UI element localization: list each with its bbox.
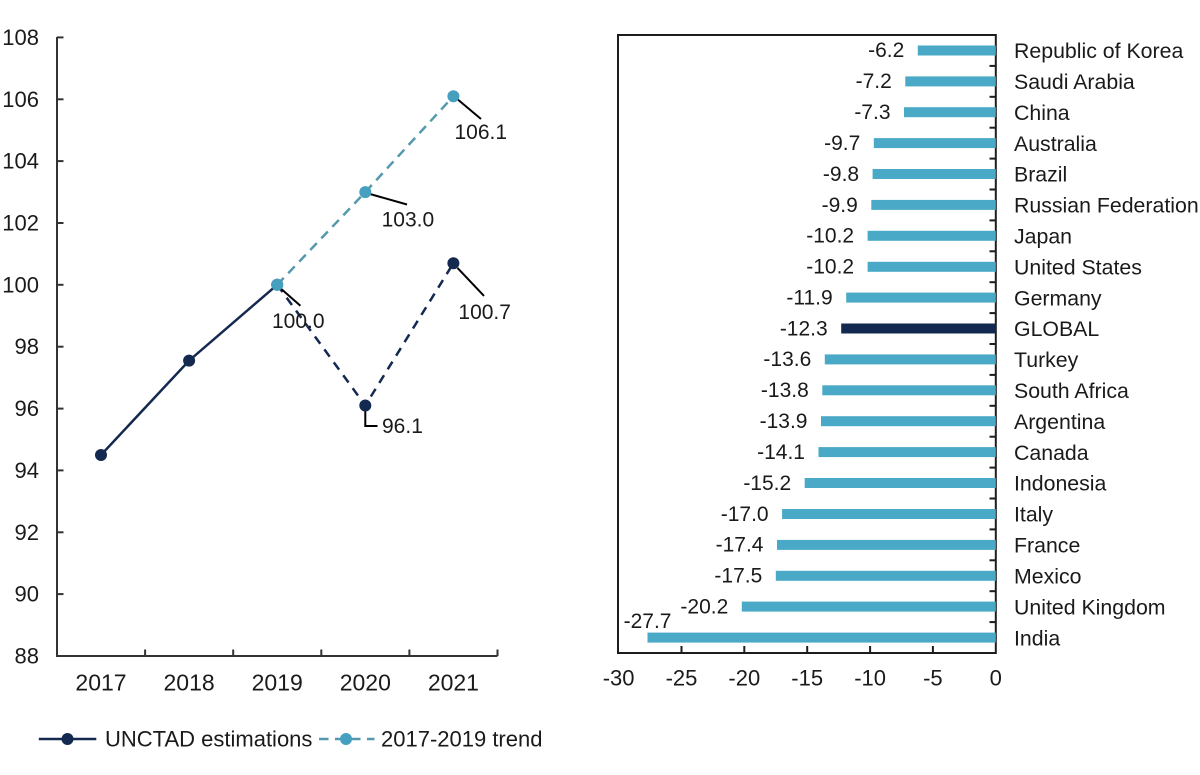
- svg-text:-10.2: -10.2: [806, 256, 854, 279]
- svg-text:-14.1: -14.1: [757, 441, 805, 464]
- svg-text:92: 92: [15, 520, 39, 545]
- svg-text:88: 88: [15, 644, 39, 669]
- svg-text:102: 102: [2, 211, 39, 236]
- svg-text:96.1: 96.1: [382, 415, 423, 438]
- svg-text:2018: 2018: [164, 670, 215, 696]
- svg-text:-10.2: -10.2: [806, 225, 854, 248]
- svg-text:-20: -20: [728, 666, 760, 691]
- svg-text:Republic of Korea: Republic of Korea: [1014, 39, 1183, 63]
- svg-text:2017-2019 trend: 2017-2019 trend: [381, 727, 542, 752]
- svg-text:Germany: Germany: [1014, 286, 1102, 310]
- svg-text:98: 98: [15, 334, 39, 359]
- svg-text:-17.0: -17.0: [721, 503, 769, 526]
- svg-text:100.0: 100.0: [272, 310, 325, 333]
- svg-text:108: 108: [2, 25, 39, 50]
- svg-text:2021: 2021: [428, 670, 479, 696]
- svg-text:-15.2: -15.2: [743, 472, 791, 495]
- svg-text:94: 94: [15, 458, 39, 483]
- svg-text:Italy: Italy: [1014, 503, 1053, 527]
- svg-text:Japan: Japan: [1014, 225, 1072, 249]
- svg-text:-6.2: -6.2: [868, 39, 904, 62]
- svg-text:-13.8: -13.8: [761, 379, 809, 402]
- svg-text:100.7: 100.7: [458, 301, 511, 324]
- svg-text:-11.9: -11.9: [786, 286, 832, 309]
- svg-text:103.0: 103.0: [382, 209, 435, 232]
- svg-text:Australia: Australia: [1014, 132, 1097, 156]
- svg-text:-9.9: -9.9: [822, 194, 858, 217]
- svg-text:South Africa: South Africa: [1014, 379, 1129, 403]
- svg-text:0: 0: [990, 666, 1002, 691]
- svg-text:-13.9: -13.9: [760, 410, 808, 433]
- svg-text:90: 90: [15, 582, 39, 607]
- svg-text:-25: -25: [666, 666, 698, 691]
- svg-text:-13.6: -13.6: [763, 348, 811, 371]
- svg-text:Brazil: Brazil: [1014, 163, 1067, 187]
- svg-text:104: 104: [2, 149, 39, 174]
- svg-text:-17.5: -17.5: [714, 565, 762, 588]
- svg-text:2019: 2019: [252, 670, 303, 696]
- svg-text:GLOBAL: GLOBAL: [1014, 317, 1099, 341]
- svg-text:Indonesia: Indonesia: [1014, 472, 1107, 496]
- svg-text:France: France: [1014, 534, 1080, 558]
- svg-text:96: 96: [15, 396, 39, 421]
- svg-text:Argentina: Argentina: [1014, 410, 1105, 434]
- svg-text:Mexico: Mexico: [1014, 565, 1081, 589]
- svg-text:-30: -30: [603, 666, 635, 691]
- svg-text:United Kingdom: United Kingdom: [1014, 595, 1166, 619]
- svg-text:100: 100: [2, 272, 39, 297]
- svg-text:India: India: [1014, 626, 1060, 650]
- svg-text:-7.3: -7.3: [854, 101, 890, 124]
- svg-text:-12.3: -12.3: [780, 317, 828, 340]
- svg-text:-17.4: -17.4: [716, 534, 764, 557]
- svg-text:-9.7: -9.7: [824, 132, 860, 155]
- svg-text:-7.2: -7.2: [856, 70, 892, 93]
- svg-text:Saudi Arabia: Saudi Arabia: [1014, 70, 1135, 94]
- svg-text:Canada: Canada: [1014, 441, 1089, 465]
- svg-text:Turkey: Turkey: [1014, 348, 1079, 372]
- svg-text:106: 106: [2, 87, 39, 112]
- svg-text:-10: -10: [854, 666, 886, 691]
- svg-text:-20.2: -20.2: [680, 595, 728, 618]
- svg-text:Russian Federation: Russian Federation: [1014, 194, 1199, 218]
- svg-text:China: China: [1014, 101, 1070, 125]
- svg-text:-9.8: -9.8: [823, 163, 859, 186]
- svg-text:2017: 2017: [75, 670, 126, 696]
- svg-text:UNCTAD estimations: UNCTAD estimations: [105, 727, 312, 752]
- svg-text:2020: 2020: [340, 670, 391, 696]
- svg-text:-5: -5: [923, 666, 943, 691]
- svg-text:-27.7: -27.7: [624, 610, 672, 633]
- svg-text:United States: United States: [1014, 255, 1142, 279]
- svg-text:-15: -15: [791, 666, 823, 691]
- svg-text:106.1: 106.1: [455, 121, 508, 144]
